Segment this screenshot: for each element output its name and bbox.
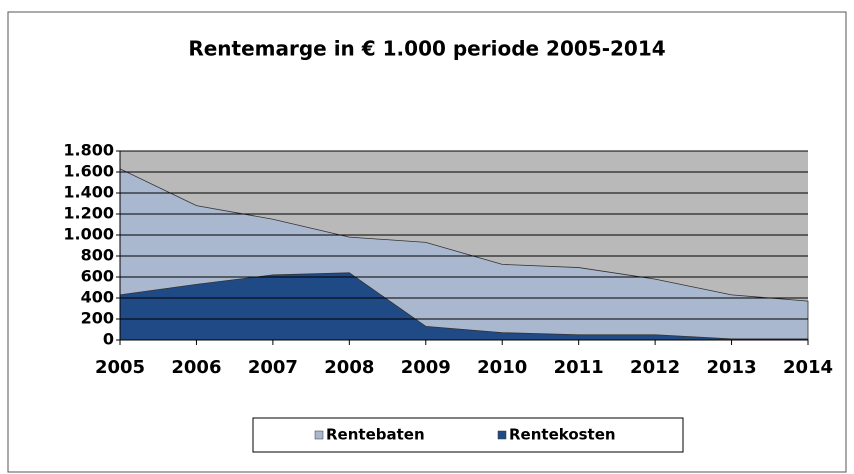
y-tick-label: 1.600 [63,162,114,181]
y-tick-label: 200 [81,309,114,328]
x-tick-label: 2009 [401,357,451,378]
legend-swatch [314,430,324,440]
x-tick-label: 2013 [707,357,757,378]
chart-title: Rentemarge in € 1.000 periode 2005-2014 [188,37,665,61]
x-tick-label: 2011 [554,357,604,378]
legend-swatch [497,430,507,440]
y-tick-label: 1.200 [63,204,114,223]
x-tick-label: 2006 [171,357,221,378]
y-tick-label: 800 [81,246,114,265]
legend-label: Rentebaten [326,426,425,444]
x-tick-label: 2008 [324,357,374,378]
y-tick-label: 400 [81,288,114,307]
legend-label: Rentekosten [509,426,616,444]
x-tick-label: 2010 [477,357,527,378]
y-tick-label: 0 [103,330,114,349]
y-tick-label: 1.400 [63,183,114,202]
x-tick-label: 2005 [95,357,145,378]
x-tick-label: 2014 [783,357,833,378]
y-tick-label: 1.800 [63,141,114,160]
y-tick-label: 600 [81,267,114,286]
x-tick-label: 2012 [630,357,680,378]
legend-box [252,417,684,453]
y-tick-label: 1.000 [63,225,114,244]
x-tick-label: 2007 [248,357,298,378]
